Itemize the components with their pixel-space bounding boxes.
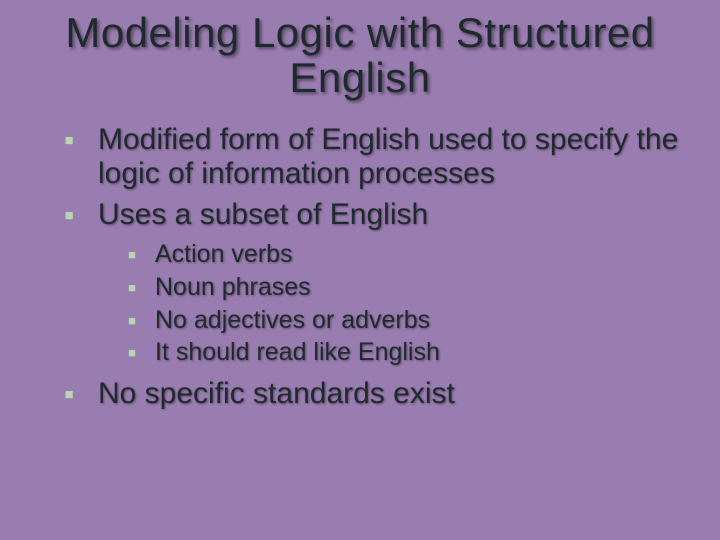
bullet-marker-icon: ■: [58, 387, 80, 402]
bullet-list: ■ Modified form of English used to specif…: [28, 123, 692, 412]
bullet-level2: ■ Noun phrases: [123, 273, 692, 302]
bullet-marker-icon: ■: [123, 346, 141, 359]
bullet-marker-icon: ■: [58, 208, 80, 223]
bullet-text: It should read like English: [155, 338, 692, 367]
slide-container: Modeling Logic with Structured English ■…: [0, 0, 720, 540]
bullet-text: No adjectives or adverbs: [155, 306, 692, 335]
bullet-marker-icon: ■: [123, 248, 141, 261]
bullet-marker-icon: ■: [58, 133, 80, 148]
bullet-text: No specific standards exist: [98, 377, 692, 412]
bullet-text: Action verbs: [155, 240, 692, 269]
bullet-text: Uses a subset of English: [98, 198, 692, 233]
bullet-level1: ■ Uses a subset of English: [58, 198, 692, 233]
bullet-text: Modified form of English used to specify…: [98, 123, 692, 192]
bullet-text: Noun phrases: [155, 273, 692, 302]
bullet-level2: ■ No adjectives or adverbs: [123, 306, 692, 335]
bullet-level2: ■ Action verbs: [123, 240, 692, 269]
bullet-level1: ■ Modified form of English used to specif…: [58, 123, 692, 192]
bullet-level2: ■ It should read like English: [123, 338, 692, 367]
slide-title: Modeling Logic with Structured English: [28, 10, 692, 101]
bullet-marker-icon: ■: [123, 281, 141, 294]
bullet-marker-icon: ■: [123, 314, 141, 327]
bullet-level1: ■ No specific standards exist: [58, 377, 692, 412]
